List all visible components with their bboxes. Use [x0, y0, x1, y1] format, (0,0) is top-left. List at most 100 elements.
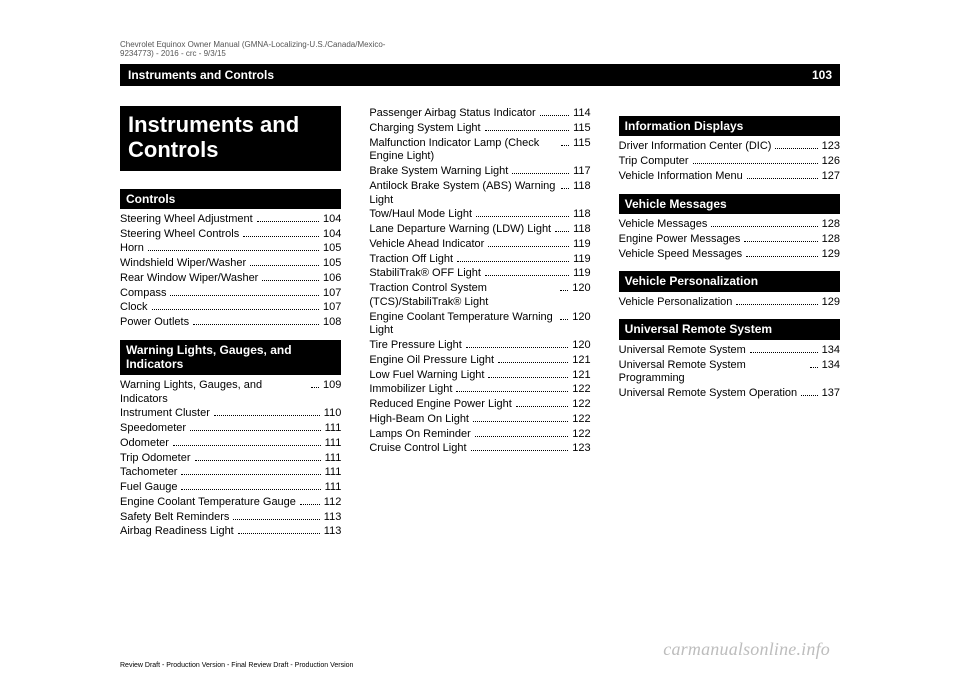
toc-leader-dots [262, 273, 319, 281]
footer: Review Draft - Production Version - Fina… [120, 662, 353, 670]
toc-page: 137 [822, 387, 840, 401]
toc-leader-dots [810, 360, 818, 368]
section-head-warning-lights: Warning Lights, Gauges, and Indicators [120, 340, 341, 375]
toc-page: 119 [573, 238, 591, 252]
toc-page: 121 [572, 369, 590, 383]
section-head-info-displays: Information Displays [619, 116, 840, 136]
toc-item: Rear Window Wiper/Washer106 [120, 272, 341, 286]
toc-item: Antilock Brake System (ABS) Warning Ligh… [369, 180, 590, 208]
toc-page: 119 [573, 253, 591, 267]
toc-label: Vehicle Ahead Indicator [369, 238, 484, 252]
column-1: Instruments and Controls Controls Steeri… [120, 106, 341, 540]
toc-leader-dots [747, 171, 818, 179]
toc-label: Steering Wheel Adjustment [120, 213, 253, 227]
toc-page: 129 [822, 296, 840, 310]
toc-item: Low Fuel Warning Light121 [369, 369, 590, 383]
toc-page: 110 [324, 407, 342, 421]
toc-page: 134 [822, 359, 840, 373]
toc-page: 134 [822, 344, 840, 358]
toc-leader-dots [257, 214, 319, 222]
toc-label: Engine Coolant Temperature Warning Light [369, 311, 556, 339]
toc-page: 128 [822, 233, 840, 247]
toc-label: Tire Pressure Light [369, 339, 462, 353]
toc-leader-dots [466, 340, 568, 348]
toc-leader-dots [555, 224, 569, 232]
toc-leader-dots [485, 123, 570, 131]
toc-item: Windshield Wiper/Washer105 [120, 257, 341, 271]
toc-leader-dots [476, 210, 569, 218]
toc-item: Universal Remote System134 [619, 344, 840, 358]
toc-item: Safety Belt Reminders113 [120, 511, 341, 525]
toc-list: Passenger Airbag Status Indicator114Char… [369, 107, 590, 456]
toc-leader-dots [243, 229, 319, 237]
toc-item: Engine Power Messages128 [619, 233, 840, 247]
columns: Instruments and Controls Controls Steeri… [60, 106, 900, 540]
toc-item: Lane Departure Warning (LDW) Light118 [369, 223, 590, 237]
toc-item: Passenger Airbag Status Indicator114 [369, 107, 590, 121]
toc-label: Tow/Haul Mode Light [369, 208, 472, 222]
toc-page: 129 [822, 248, 840, 262]
toc-label: Vehicle Messages [619, 218, 708, 232]
toc-page: 113 [324, 511, 342, 525]
toc-leader-dots [750, 345, 818, 353]
toc-label: Steering Wheel Controls [120, 228, 239, 242]
toc-list: Steering Wheel Adjustment 104 Steering Whe… [120, 213, 341, 330]
toc-label: Vehicle Information Menu [619, 170, 743, 184]
toc-leader-dots [250, 259, 319, 267]
running-header: Chevrolet Equinox Owner Manual (GMNA-Loc… [60, 40, 900, 58]
toc-page: 115 [573, 137, 591, 151]
toc-item: High-Beam On Light122 [369, 413, 590, 427]
toc-list: Driver Information Center (DIC)123Trip C… [619, 140, 840, 183]
toc-item: Vehicle Information Menu127 [619, 170, 840, 184]
toc-page: 119 [573, 267, 591, 281]
toc-page: 104 [323, 213, 341, 227]
toc-leader-dots [181, 482, 320, 490]
toc-item: Airbag Readiness Light113 [120, 525, 341, 539]
toc-leader-dots [801, 388, 817, 396]
toc-page: 107 [323, 287, 341, 301]
toc-leader-dots [195, 453, 321, 461]
toc-item: Vehicle Messages128 [619, 218, 840, 232]
toc-item: Cruise Control Light123 [369, 442, 590, 456]
toc-item: Power Outlets108 [120, 316, 341, 330]
toc-leader-dots [485, 269, 569, 277]
toc-item: Lamps On Reminder 122 [369, 428, 590, 442]
toc-label: Malfunction Indicator Lamp (Check Engine… [369, 137, 557, 165]
toc-page: 122 [572, 413, 590, 427]
toc-leader-dots [711, 219, 817, 227]
toc-page: 118 [573, 180, 591, 194]
toc-label: Passenger Airbag Status Indicator [369, 107, 535, 121]
header-left: Chevrolet Equinox Owner Manual (GMNA-Loc… [120, 40, 385, 58]
toc-page: 122 [572, 428, 590, 442]
toc-item: Tow/Haul Mode Light118 [369, 208, 590, 222]
toc-list: Vehicle Personalization129 [619, 296, 840, 310]
toc-page: 105 [323, 242, 341, 256]
toc-label: Traction Off Light [369, 253, 453, 267]
toc-page: 113 [324, 525, 342, 539]
toc-page: 111 [325, 422, 342, 436]
toc-leader-dots [456, 385, 568, 393]
section-head-universal-remote: Universal Remote System [619, 319, 840, 339]
toc-leader-dots [473, 414, 568, 422]
section-head-vehicle-messages: Vehicle Messages [619, 194, 840, 214]
toc-page: 120 [572, 282, 590, 296]
toc-label: Fuel Gauge [120, 481, 177, 495]
toc-page: 108 [323, 316, 341, 330]
toc-list: Universal Remote System134Universal Remo… [619, 344, 840, 401]
toc-page: 120 [572, 311, 590, 325]
toc-label: Lamps On Reminder [369, 428, 471, 442]
toc-leader-dots [775, 142, 817, 150]
toc-item: Driver Information Center (DIC)123 [619, 140, 840, 154]
toc-leader-dots [488, 239, 569, 247]
toc-label: Driver Information Center (DIC) [619, 140, 772, 154]
toc-item: Brake System Warning Light117 [369, 165, 590, 179]
toc-item: Speedometer111 [120, 422, 341, 436]
toc-page: 121 [572, 354, 590, 368]
toc-item: StabiliTrak® OFF Light119 [369, 267, 590, 281]
toc-label: Reduced Engine Power Light [369, 398, 511, 412]
toc-leader-dots [540, 108, 569, 116]
toc-page: 115 [573, 122, 591, 136]
toc-page: 106 [323, 272, 341, 286]
toc-item: Universal Remote System Programming134 [619, 359, 840, 387]
toc-leader-dots [498, 355, 568, 363]
